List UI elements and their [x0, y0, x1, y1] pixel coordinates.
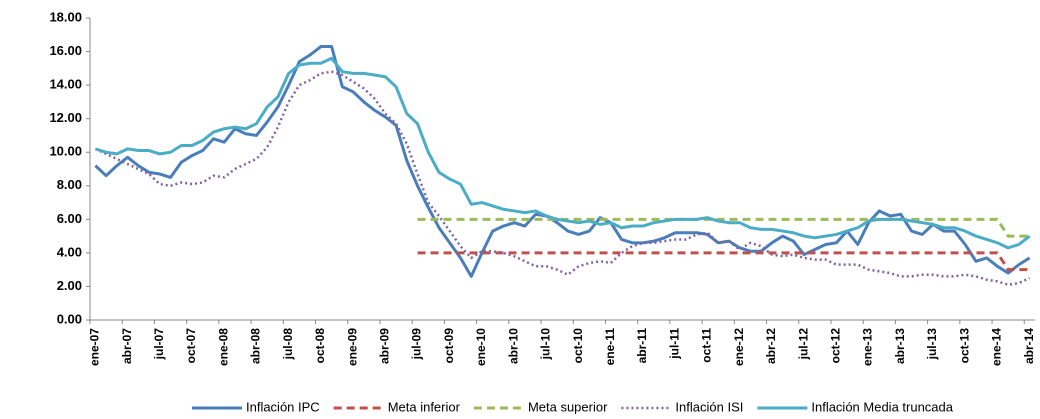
series-line	[417, 251, 1030, 272]
y-tick-label: 16.00	[49, 43, 82, 58]
x-tick-label: oct-07	[184, 328, 198, 364]
x-tick-label: jul-07	[152, 328, 166, 361]
series-line	[417, 217, 1030, 238]
y-tick-label: 12.00	[49, 110, 82, 125]
x-tick-label: abr-12	[764, 328, 778, 364]
y-tick-label: 14.00	[49, 77, 82, 92]
x-tick-label: oct-12	[829, 328, 843, 364]
y-tick-label: 8.00	[57, 177, 82, 192]
x-tick-label: abr-09	[377, 328, 391, 364]
x-tick-label: ene-07	[88, 328, 102, 366]
y-tick-label: 6.00	[57, 211, 82, 226]
y-tick-label: 0.00	[57, 311, 82, 326]
x-tick-label: oct-13	[957, 328, 971, 364]
y-tick-label: 2.00	[57, 278, 82, 293]
x-tick-label: oct-08	[313, 328, 327, 364]
x-tick-label: abr-11	[635, 328, 649, 364]
x-tick-label: ene-11	[603, 328, 617, 366]
x-tick-label: abr-07	[120, 328, 134, 364]
legend-label: Inflación IPC	[246, 399, 320, 414]
x-tick-label: jul-12	[796, 328, 810, 361]
x-tick-label: jul-08	[281, 328, 295, 361]
x-tick-label: oct-11	[700, 328, 714, 363]
legend-label: Meta superior	[528, 399, 608, 414]
legend: Inflación IPC Meta inferior Meta superior I…	[191, 399, 954, 414]
x-tick-label: jul-10	[539, 328, 553, 361]
series-line	[94, 56, 1031, 250]
x-tick-label: ene-08	[216, 328, 230, 366]
x-tick-label: ene-13	[861, 328, 875, 366]
legend-label: Inflación ISI	[675, 399, 743, 414]
x-tick-label: jul-11	[667, 328, 681, 360]
series-line	[94, 45, 1031, 278]
y-tick-label: 4.00	[57, 244, 82, 259]
x-tick-label: abr-13	[893, 328, 907, 364]
x-tick-label: jul-09	[410, 328, 424, 361]
y-tick-label: 18.00	[49, 9, 82, 24]
x-tick-label: oct-10	[571, 328, 585, 364]
x-tick-label: abr-08	[249, 328, 263, 364]
x-tick-label: oct-09	[442, 328, 456, 364]
y-tick-label: 10.00	[49, 144, 82, 159]
x-tick-label: abr-10	[506, 328, 520, 364]
series-line	[94, 70, 1031, 287]
x-tick-label: jul-13	[925, 328, 939, 361]
x-tick-label: ene-09	[345, 328, 359, 366]
x-tick-label: ene-14	[990, 328, 1004, 366]
x-tick-label: ene-12	[732, 328, 746, 366]
legend-label: Inflación Media truncada	[811, 399, 953, 414]
x-tick-label: ene-10	[474, 328, 488, 366]
x-tick-label: abr-14	[1022, 328, 1036, 364]
legend-label: Meta inferior	[388, 399, 461, 414]
